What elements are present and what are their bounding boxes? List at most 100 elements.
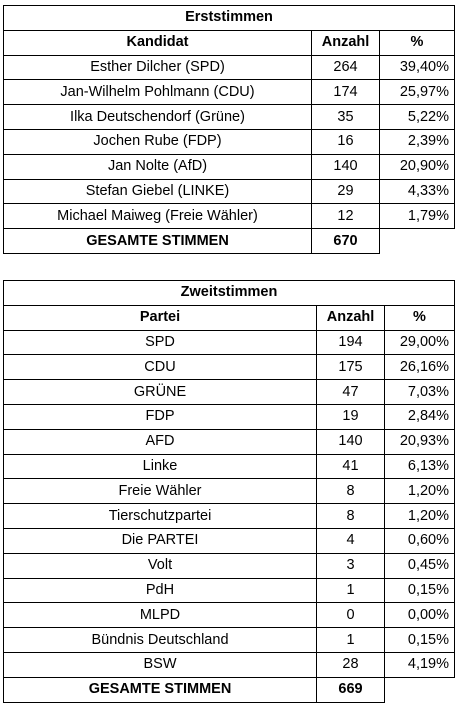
row-count: 35 bbox=[311, 104, 380, 130]
row-count: 16 bbox=[311, 128, 380, 155]
row-percent: 25,97% bbox=[378, 79, 456, 106]
row-count: 264 bbox=[311, 54, 380, 81]
table-row: GRÜNE 47 7,03% bbox=[3, 379, 455, 405]
row-count: 8 bbox=[316, 503, 385, 529]
table-row: Jan-Wilhelm Pohlmann (CDU) 174 25,97% bbox=[3, 79, 456, 106]
table-row: PdH 1 0,15% bbox=[3, 577, 455, 604]
row-name: Volt bbox=[3, 552, 317, 579]
row-percent: 0,15% bbox=[384, 577, 455, 604]
row-percent: 0,60% bbox=[384, 527, 455, 554]
row-count: 1 bbox=[316, 577, 385, 604]
zweitstimmen-table: Zweitstimmen Partei Anzahl % SPD 194 29,00… bbox=[3, 280, 455, 703]
table-row: SPD 194 29,00% bbox=[3, 329, 455, 356]
table-row: Volt 3 0,45% bbox=[3, 552, 455, 579]
row-name: Bündnis Deutschland bbox=[3, 627, 317, 653]
row-percent: 1,20% bbox=[384, 478, 455, 505]
row-name: Tierschutzpartei bbox=[3, 503, 317, 529]
row-count: 29 bbox=[311, 178, 380, 205]
zweitstimmen-title: Zweitstimmen bbox=[3, 280, 455, 306]
row-name: BSW bbox=[3, 651, 317, 678]
row-count: 1 bbox=[316, 627, 385, 653]
row-percent: 5,22% bbox=[378, 104, 456, 130]
row-count: 174 bbox=[311, 79, 380, 106]
row-name: FDP bbox=[3, 403, 317, 430]
row-name: PdH bbox=[3, 577, 317, 604]
row-percent: 20,93% bbox=[384, 428, 455, 455]
table-row: MLPD 0 0,00% bbox=[3, 602, 455, 629]
row-name: MLPD bbox=[3, 602, 317, 629]
table-row: Linke 41 6,13% bbox=[3, 453, 455, 480]
row-count: 140 bbox=[311, 153, 380, 180]
header-kandidat: Kandidat bbox=[3, 29, 312, 56]
total-count: 670 bbox=[311, 228, 380, 254]
row-percent: 0,00% bbox=[384, 602, 455, 629]
table-row: Michael Maiweg (Freie Wähler) 12 1,79% bbox=[3, 203, 456, 230]
row-percent: 29,00% bbox=[384, 329, 455, 356]
table-row: Jan Nolte (AfD) 140 20,90% bbox=[3, 153, 456, 180]
row-percent: 7,03% bbox=[384, 379, 455, 405]
empty-cell bbox=[380, 229, 455, 254]
table-row: FDP 19 2,84% bbox=[3, 403, 455, 430]
header-percent: % bbox=[384, 304, 455, 331]
row-percent: 4,33% bbox=[378, 178, 456, 205]
row-percent: 4,19% bbox=[384, 651, 455, 678]
row-name: SPD bbox=[3, 329, 317, 356]
total-label: GESAMTE STIMMEN bbox=[3, 676, 317, 703]
total-row: GESAMTE STIMMEN 670 bbox=[3, 228, 455, 254]
row-name: Michael Maiweg (Freie Wähler) bbox=[3, 203, 312, 230]
row-percent: 1,79% bbox=[378, 203, 456, 230]
row-count: 12 bbox=[311, 203, 380, 230]
row-count: 194 bbox=[316, 329, 385, 356]
row-percent: 0,15% bbox=[384, 627, 455, 653]
table-row: Freie Wähler 8 1,20% bbox=[3, 478, 455, 505]
row-count: 3 bbox=[316, 552, 385, 579]
row-name: Esther Dilcher (SPD) bbox=[3, 54, 312, 81]
row-percent: 2,39% bbox=[378, 128, 456, 155]
row-percent: 26,16% bbox=[384, 354, 455, 381]
header-partei: Partei bbox=[3, 304, 317, 331]
row-percent: 1,20% bbox=[384, 503, 455, 529]
row-count: 47 bbox=[316, 379, 385, 405]
row-percent: 39,40% bbox=[378, 54, 456, 81]
row-name: GRÜNE bbox=[3, 379, 317, 405]
row-count: 19 bbox=[316, 403, 385, 430]
row-name: Jan Nolte (AfD) bbox=[3, 153, 312, 180]
row-percent: 2,84% bbox=[384, 403, 455, 430]
table-row: Ilka Deutschendorf (Grüne) 35 5,22% bbox=[3, 104, 456, 130]
row-count: 28 bbox=[316, 651, 385, 678]
table-row: BSW 28 4,19% bbox=[3, 651, 455, 678]
table-row: Jochen Rube (FDP) 16 2,39% bbox=[3, 128, 456, 155]
row-count: 8 bbox=[316, 478, 385, 505]
row-percent: 0,45% bbox=[384, 552, 455, 579]
total-row: GESAMTE STIMMEN 669 bbox=[3, 676, 455, 703]
erststimmen-table: Erststimmen Kandidat Anzahl % Esther Dil… bbox=[2, 5, 456, 254]
row-name: Ilka Deutschendorf (Grüne) bbox=[3, 104, 312, 130]
row-name: Stefan Giebel (LINKE) bbox=[3, 178, 312, 205]
table-row: Esther Dilcher (SPD) 264 39,40% bbox=[3, 54, 456, 81]
table-row: Stefan Giebel (LINKE) 29 4,33% bbox=[3, 178, 456, 205]
row-count: 140 bbox=[316, 428, 385, 455]
table-row: Tierschutzpartei 8 1,20% bbox=[3, 503, 455, 529]
row-count: 175 bbox=[316, 354, 385, 381]
table-row: CDU 175 26,16% bbox=[3, 354, 455, 381]
table-row: Die PARTEI 4 0,60% bbox=[3, 527, 455, 554]
row-name: Linke bbox=[3, 453, 317, 480]
header-percent: % bbox=[378, 29, 456, 56]
total-count: 669 bbox=[316, 676, 385, 703]
row-name: CDU bbox=[3, 354, 317, 381]
header-anzahl: Anzahl bbox=[316, 304, 385, 331]
row-name: AFD bbox=[3, 428, 317, 455]
row-percent: 6,13% bbox=[384, 453, 455, 480]
row-percent: 20,90% bbox=[378, 153, 456, 180]
table-row: Bündnis Deutschland 1 0,15% bbox=[3, 627, 455, 653]
row-count: 0 bbox=[316, 602, 385, 629]
header-anzahl: Anzahl bbox=[311, 29, 380, 56]
row-name: Jochen Rube (FDP) bbox=[3, 128, 312, 155]
total-label: GESAMTE STIMMEN bbox=[3, 228, 312, 254]
row-name: Jan-Wilhelm Pohlmann (CDU) bbox=[3, 79, 312, 106]
erststimmen-title: Erststimmen bbox=[2, 5, 456, 31]
empty-cell bbox=[385, 677, 455, 702]
row-name: Freie Wähler bbox=[3, 478, 317, 505]
row-name: Die PARTEI bbox=[3, 527, 317, 554]
table-row: AFD 140 20,93% bbox=[3, 428, 455, 455]
